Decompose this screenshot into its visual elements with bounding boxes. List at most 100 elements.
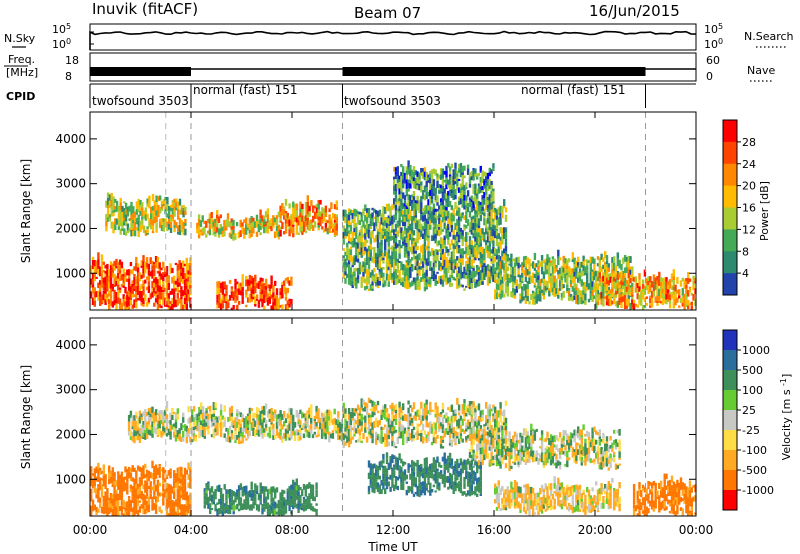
echo-cell bbox=[573, 268, 576, 272]
echo-cell bbox=[187, 482, 190, 488]
echo-cell bbox=[156, 256, 160, 263]
echo-cell bbox=[228, 295, 232, 301]
echo-cell bbox=[117, 497, 120, 501]
echo-cell bbox=[457, 285, 461, 288]
echo-cell bbox=[661, 278, 665, 282]
echo-cell bbox=[678, 289, 681, 296]
echo-cell bbox=[393, 237, 396, 244]
echo-cell bbox=[228, 411, 232, 417]
echo-cell bbox=[400, 417, 403, 420]
echo-cell bbox=[274, 508, 277, 515]
echo-cell bbox=[97, 484, 100, 488]
echo-cell bbox=[548, 290, 551, 297]
echo-cell bbox=[688, 278, 692, 282]
echo-cell bbox=[356, 213, 360, 218]
echo-cell bbox=[239, 419, 243, 424]
echo-cell bbox=[123, 222, 126, 226]
echo-cell bbox=[667, 299, 670, 302]
echo-cell bbox=[501, 284, 504, 291]
echo-cell bbox=[497, 217, 500, 220]
echo-cell bbox=[611, 268, 614, 274]
echo-cell bbox=[165, 288, 169, 296]
echo-cell bbox=[434, 238, 437, 244]
echo-cell bbox=[159, 207, 162, 214]
echo-cell bbox=[177, 225, 180, 232]
echo-cell bbox=[503, 265, 506, 271]
echo-cell bbox=[100, 254, 104, 261]
echo-cell bbox=[197, 229, 201, 235]
echo-cell bbox=[212, 501, 215, 505]
echo-cell bbox=[310, 484, 313, 490]
echo-cell bbox=[272, 297, 275, 302]
echo-cell bbox=[412, 277, 416, 282]
echo-cell bbox=[119, 228, 122, 235]
echo-cell bbox=[420, 172, 423, 176]
echo-cell bbox=[452, 185, 455, 190]
echo-cell bbox=[154, 293, 158, 299]
echo-cell bbox=[470, 201, 473, 207]
echo-cell bbox=[292, 484, 295, 491]
echo-cell bbox=[393, 430, 396, 434]
echo-cell bbox=[176, 467, 179, 473]
echo-cell bbox=[398, 401, 401, 408]
echo-cell bbox=[120, 261, 124, 269]
echo-cell bbox=[99, 296, 102, 302]
echo-cell bbox=[461, 258, 464, 266]
echo-cell bbox=[376, 211, 380, 217]
echo-cell bbox=[162, 275, 165, 282]
echo-cell bbox=[196, 425, 199, 432]
echo-cell bbox=[205, 483, 208, 488]
echo-cell bbox=[492, 168, 495, 172]
echo-cell bbox=[130, 215, 133, 221]
echo-cell bbox=[290, 408, 293, 416]
echo-cell bbox=[227, 507, 230, 514]
echo-cell bbox=[90, 265, 93, 272]
echo-cell bbox=[123, 210, 126, 218]
echo-cell bbox=[192, 426, 196, 431]
echo-cell bbox=[144, 262, 147, 268]
echo-cell bbox=[369, 237, 372, 244]
echo-cell bbox=[346, 262, 349, 268]
echo-cell bbox=[620, 271, 623, 277]
echo-cell bbox=[127, 471, 131, 476]
echo-cell bbox=[405, 179, 408, 184]
echo-cell bbox=[151, 206, 155, 211]
echo-cell bbox=[605, 284, 609, 291]
echo-cell bbox=[457, 258, 461, 264]
echo-cell bbox=[272, 284, 275, 293]
echo-cell bbox=[114, 205, 117, 210]
echo-cell bbox=[562, 255, 565, 263]
echo-cell bbox=[447, 239, 450, 245]
echo-cell bbox=[283, 411, 286, 418]
echo-cell bbox=[158, 492, 161, 497]
echo-cell bbox=[531, 261, 535, 269]
echo-cell bbox=[230, 416, 234, 423]
echo-cell bbox=[495, 230, 499, 236]
echo-cell bbox=[279, 508, 282, 516]
echo-cell bbox=[634, 287, 638, 293]
echo-cell bbox=[499, 212, 502, 219]
echo-cell bbox=[153, 302, 156, 307]
echo-cell bbox=[131, 294, 134, 298]
echo-cell bbox=[423, 407, 427, 414]
echo-cell bbox=[488, 221, 491, 224]
echo-cell bbox=[596, 283, 600, 291]
echo-cell bbox=[623, 302, 627, 310]
echo-cell bbox=[144, 486, 147, 493]
echo-cell bbox=[99, 467, 102, 471]
echo-cell bbox=[310, 423, 313, 430]
echo-cell bbox=[324, 219, 328, 223]
echo-cell bbox=[418, 424, 421, 427]
echo-cell bbox=[376, 436, 380, 441]
echo-cell bbox=[100, 470, 104, 474]
echo-cell bbox=[176, 472, 179, 477]
echo-cell bbox=[481, 195, 484, 200]
echo-cell bbox=[575, 292, 578, 295]
echo-cell bbox=[356, 404, 360, 410]
echo-cell bbox=[416, 171, 419, 177]
echo-cell bbox=[160, 468, 163, 472]
echo-cell bbox=[403, 226, 407, 231]
echo-cell bbox=[355, 281, 358, 286]
echo-cell bbox=[162, 221, 165, 229]
echo-cell bbox=[158, 268, 161, 272]
